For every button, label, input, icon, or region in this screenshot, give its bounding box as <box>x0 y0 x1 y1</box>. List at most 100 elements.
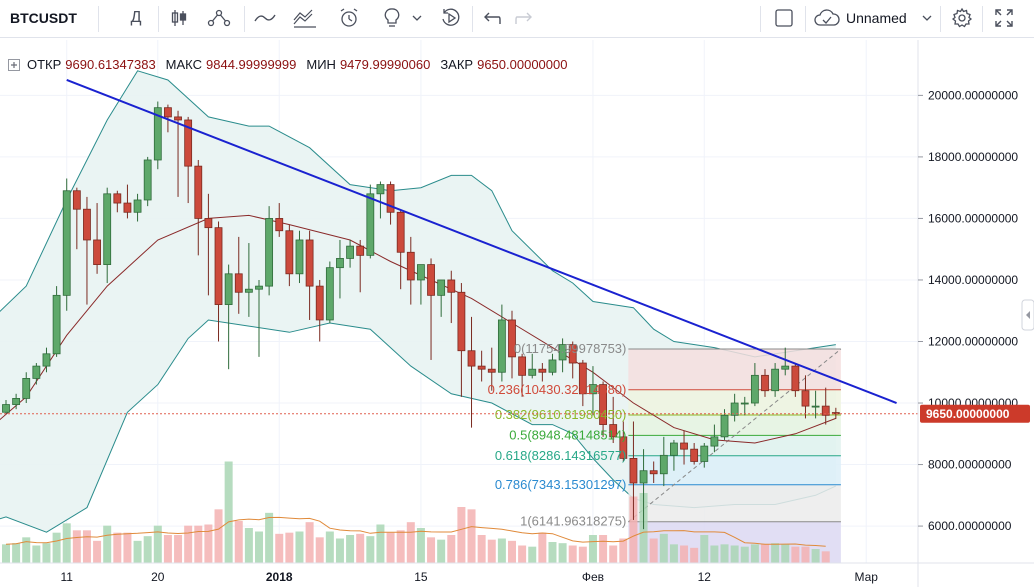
candle-body <box>376 184 385 195</box>
low-value: 9479.99990060 <box>339 57 431 72</box>
redo-icon[interactable] <box>510 4 538 32</box>
open-value: 9690.61347383 <box>65 57 156 72</box>
volume-bar <box>184 525 193 563</box>
lightbulb-icon[interactable] <box>378 4 406 32</box>
candles-icon[interactable] <box>165 4 193 32</box>
current-price-label: 9650.00000000 <box>920 404 1030 423</box>
candle-body <box>831 412 840 415</box>
volume-bar <box>113 532 122 563</box>
candle-body <box>234 273 243 293</box>
fib-level-label: 0.236(10430.32314880) <box>488 382 627 397</box>
replay-icon[interactable] <box>436 4 466 32</box>
volume-bar <box>558 543 567 563</box>
volume-bar <box>659 533 668 563</box>
candle-body <box>32 365 41 379</box>
candle-body <box>265 218 274 287</box>
templates-icon[interactable] <box>290 4 320 32</box>
candle-body <box>336 258 344 269</box>
candle-body <box>12 398 21 405</box>
volume-bar <box>720 544 729 563</box>
volume-bar <box>72 530 81 563</box>
trendline-drawing[interactable] <box>66 79 897 404</box>
settings-gear-icon[interactable] <box>948 4 976 32</box>
symbol-search-button[interactable]: BTCUSDT <box>10 10 77 26</box>
fib-level-label: 0.618(8286.14316577) <box>495 448 627 463</box>
volume-bar <box>163 535 172 563</box>
candle-body <box>781 365 790 370</box>
cloud-save-icon[interactable] <box>812 4 842 32</box>
volume-bar <box>781 544 790 563</box>
candle-body <box>649 470 658 475</box>
ideas-dropdown-chevron-icon[interactable] <box>410 4 424 32</box>
candle-body <box>659 454 668 475</box>
candle-body <box>467 350 476 367</box>
volume-bar <box>497 538 506 563</box>
compare-icon[interactable] <box>250 4 280 32</box>
candle-body <box>750 374 759 404</box>
fib-level-label: 0.382(9610.81980450) <box>495 407 627 422</box>
layout-dropdown-chevron-icon[interactable] <box>920 4 934 32</box>
candle-body <box>670 442 678 456</box>
scroll-arrow-icon <box>1026 311 1030 319</box>
candle-body <box>103 193 112 265</box>
fibonacci-labels: 0(11754.99978753) 0.236(10430.32314880) 0.… <box>488 341 627 529</box>
candle-body <box>558 344 567 361</box>
high-label: МАКС <box>165 57 202 72</box>
layout-name[interactable]: Unnamed <box>846 10 907 26</box>
time-tick-label: 2018 <box>266 570 293 584</box>
volume-bar <box>12 543 21 563</box>
volume-bar <box>690 547 699 563</box>
candle-body <box>720 414 729 438</box>
interval-button[interactable]: Д <box>130 9 142 26</box>
fullscreen-square-icon[interactable] <box>770 4 798 32</box>
candle-body <box>740 402 749 405</box>
candle-body <box>83 208 91 241</box>
volume-bar <box>437 539 446 563</box>
volume-bar <box>93 540 102 563</box>
candle-body <box>447 279 456 293</box>
scroll-tab[interactable] <box>1021 299 1034 331</box>
toolbar-separator <box>98 6 99 32</box>
candle-body <box>62 190 71 296</box>
time-axis[interactable]: ек1120201815Фев12Мар <box>0 570 878 584</box>
ohlc-legend: ОТКР 9690.61347383 МАКС 9844.99999999 МИ… <box>8 57 573 72</box>
candle-body <box>52 294 61 355</box>
legend-collapse-icon[interactable] <box>8 58 20 71</box>
volume-bar <box>143 536 152 563</box>
candle-body <box>811 405 820 408</box>
undo-icon[interactable] <box>478 4 506 32</box>
candle-body <box>609 424 618 438</box>
volume-bar <box>234 521 243 563</box>
candle-body <box>93 239 101 265</box>
volume-bar <box>32 545 41 563</box>
alert-clock-icon[interactable] <box>334 4 364 32</box>
volume-bar <box>406 522 415 563</box>
candle-body <box>457 291 466 352</box>
candle-body <box>497 319 506 373</box>
volume-bar <box>52 532 61 563</box>
top-toolbar: BTCUSDT Д Unnamed <box>0 0 1034 38</box>
price-chart[interactable]: 0(11754.99978753) 0.236(10430.32314880) 0.… <box>0 40 1034 587</box>
candle-body <box>791 365 800 392</box>
close-value: 9650.00000000 <box>477 57 568 72</box>
candle-body <box>42 353 51 367</box>
price-tick-label: 16000.00000000 <box>928 211 1018 225</box>
volume-bar <box>305 522 314 563</box>
candle-body <box>639 470 648 484</box>
fib-level-label: 0(11754.99978753) <box>514 341 627 356</box>
volume-bar <box>214 509 223 563</box>
candle-body <box>285 230 294 275</box>
volume-bar <box>528 546 537 563</box>
volume-bar <box>568 545 577 563</box>
candle-body <box>366 193 375 256</box>
candle-body <box>184 119 193 167</box>
volume-bar <box>457 507 466 563</box>
indicators-icon[interactable] <box>202 4 236 32</box>
toolbar-separator <box>805 6 806 32</box>
price-tick-label: 6000.00000000 <box>928 519 1012 533</box>
volume-bar <box>335 538 344 563</box>
candle-body <box>295 239 304 275</box>
expand-arrows-icon[interactable] <box>990 4 1018 32</box>
candle-body <box>538 368 547 373</box>
volume-bar <box>710 545 719 563</box>
